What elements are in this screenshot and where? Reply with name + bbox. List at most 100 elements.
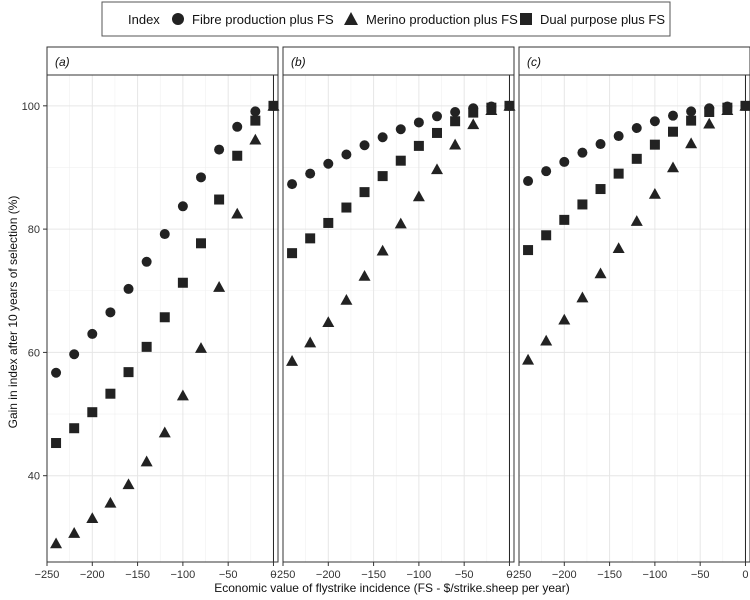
legend-entry-fibre: Fibre production plus FS [172, 12, 334, 27]
data-point-square [287, 248, 298, 259]
legend-triangle-marker [344, 12, 358, 25]
data-point-square [87, 407, 98, 418]
legend-square-marker [520, 13, 532, 25]
data-point-triangle [322, 316, 335, 327]
data-point-circle [649, 116, 660, 127]
x-tick-label: 0 [506, 569, 512, 581]
data-point-circle [69, 349, 80, 360]
panel-label: (b) [291, 55, 306, 69]
data-point-circle [359, 140, 370, 151]
panel-b: (b) −250 −200 −150 −100 −50 0 [271, 46, 516, 581]
data-point-circle [250, 106, 261, 117]
data-point-circle [577, 147, 588, 158]
data-point-triangle [540, 334, 553, 346]
data-point-triangle [612, 242, 625, 254]
data-point-square [305, 233, 316, 244]
data-point-circle [631, 123, 642, 134]
data-point-circle [559, 156, 570, 167]
x-tick-label: −150 [597, 569, 622, 581]
data-point-circle [87, 328, 98, 339]
legend-label-merino: Merino production plus FS [366, 12, 518, 27]
data-point-triangle [594, 267, 607, 279]
data-point-triangle [195, 342, 207, 353]
x-tick-label: −50 [219, 569, 238, 581]
data-point-square [250, 115, 261, 126]
data-point-square [686, 115, 697, 126]
data-point-square [631, 153, 642, 164]
data-point-square [740, 100, 750, 111]
panel-strip [518, 46, 750, 76]
data-point-circle [323, 158, 334, 169]
data-point-square [649, 139, 660, 150]
data-point-triangle [685, 137, 698, 149]
data-point-circle [287, 179, 298, 190]
data-point-square [486, 102, 497, 113]
data-point-triangle [376, 244, 389, 256]
panel-label: (c) [527, 55, 541, 69]
data-point-triangle [249, 133, 262, 145]
data-point-circle [341, 149, 352, 160]
data-point-square [177, 277, 188, 288]
data-point-triangle [412, 190, 425, 202]
data-point-square [141, 341, 152, 352]
data-point-square [722, 102, 733, 113]
data-point-circle [541, 166, 552, 177]
data-point-square [268, 100, 279, 111]
data-point-triangle [394, 217, 407, 229]
x-tick-label: 0 [270, 569, 276, 581]
data-point-triangle [630, 215, 643, 226]
panel-border [46, 74, 279, 563]
legend-box [101, 1, 671, 37]
panel-border [518, 74, 750, 563]
data-point-square [323, 217, 334, 228]
data-point-square [196, 238, 206, 249]
data-point-triangle [140, 455, 153, 467]
data-point-circle [141, 256, 152, 267]
panel-strip [46, 46, 279, 76]
data-point-square [105, 388, 116, 399]
panel-a: (a) −250 −200 −150 −100 −50 0 40 60 80 100 [22, 46, 280, 581]
data-point-square [359, 187, 370, 198]
data-point-circle [51, 367, 62, 378]
data-point-triangle [703, 117, 716, 129]
x-tick-label: 0 [742, 569, 748, 581]
x-tick-label: −250 [507, 569, 532, 581]
legend-entry-dual: Dual purpose plus FS [520, 12, 665, 27]
data-point-square [595, 184, 606, 195]
x-tick-label: −250 [271, 569, 296, 581]
data-point-triangle [340, 294, 353, 305]
data-point-triangle [358, 269, 371, 281]
data-point-triangle [213, 281, 226, 292]
data-point-circle [595, 139, 606, 150]
data-point-triangle [648, 187, 661, 199]
data-point-square [377, 171, 388, 182]
data-point-square [232, 150, 243, 161]
legend-entry-merino: Merino production plus FS [344, 12, 518, 27]
data-point-square [214, 194, 225, 205]
data-point-triangle [558, 313, 571, 325]
data-point-triangle [68, 527, 81, 538]
data-point-circle [177, 201, 188, 212]
data-point-square [504, 100, 515, 111]
data-point-circle [377, 132, 388, 143]
x-tick-label: −150 [125, 569, 150, 581]
data-point-square [450, 116, 461, 127]
x-tick-label: −200 [80, 569, 105, 581]
y-tick-label: 60 [28, 347, 40, 359]
data-point-circle [432, 111, 442, 122]
data-point-circle [105, 307, 116, 318]
data-point-circle [523, 176, 534, 187]
data-point-square [432, 127, 442, 138]
y-tick-label: 80 [28, 224, 40, 236]
data-point-square [577, 199, 588, 210]
data-point-triangle [522, 353, 535, 365]
data-point-triangle [50, 537, 63, 549]
data-point-circle [232, 121, 243, 132]
x-tick-label: −50 [455, 569, 474, 581]
data-point-square [159, 312, 170, 323]
data-point-triangle [667, 161, 679, 173]
data-point-circle [450, 106, 461, 117]
x-tick-label: −200 [316, 569, 341, 581]
y-tick-label: 100 [22, 101, 40, 113]
